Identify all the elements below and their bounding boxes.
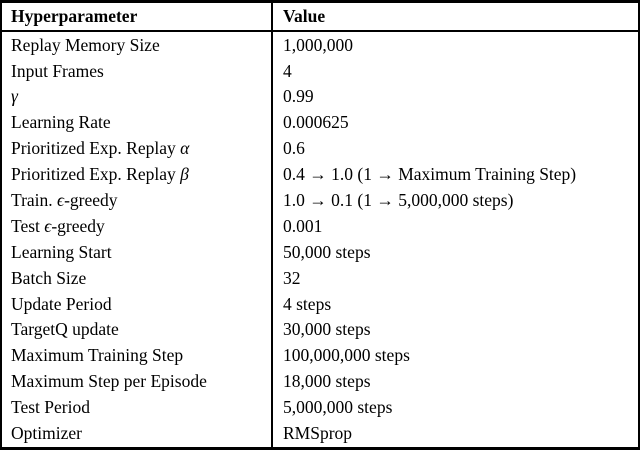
- param-label: Test Period: [11, 397, 90, 418]
- value-cell: 32: [283, 267, 301, 288]
- value-cell: 30,000 steps: [283, 319, 371, 340]
- value-cell: 5,000,000 steps: [283, 397, 393, 418]
- param-label-suffix: -greedy: [51, 215, 105, 236]
- table-row: γ 0.99: [1, 84, 639, 110]
- greek-symbol: ϵ: [57, 190, 65, 211]
- hyperparameter-cell: Input Frames: [1, 58, 273, 85]
- hyperparameter-cell: Optimizer: [1, 420, 273, 449]
- param-label-suffix: -greedy: [64, 190, 118, 211]
- hyperparameter-cell: Train. ϵ-greedy: [1, 187, 273, 214]
- table-row: Prioritized Exp. Replay β 0.4 → 1.0 (1 →…: [1, 161, 639, 188]
- table-row: Train. ϵ-greedy 1.0 → 0.1 (1 → 5,000,000…: [1, 187, 639, 214]
- param-label: Batch Size: [11, 267, 87, 288]
- table-body: Replay Memory Size 1,000,000 Input Frame…: [1, 31, 639, 449]
- param-label: Optimizer: [11, 423, 82, 444]
- hyperparameter-cell: γ: [1, 84, 273, 110]
- table-row: Test ϵ-greedy 0.001: [1, 213, 639, 240]
- param-label: Train.: [11, 190, 58, 211]
- table-row: Learning Rate 0.000625: [1, 109, 639, 136]
- value-cell: 1,000,000: [283, 34, 353, 55]
- value-cell: 18,000 steps: [283, 371, 371, 392]
- value-cell: 100,000,000 steps: [283, 345, 410, 366]
- hyperparameter-cell: Test ϵ-greedy: [1, 213, 273, 240]
- param-label: Prioritized Exp. Replay: [11, 164, 181, 185]
- header-hyperparameter: Hyperparameter: [1, 1, 273, 32]
- hyperparameter-cell: Replay Memory Size: [1, 31, 273, 59]
- table-header: Hyperparameter Value: [1, 1, 639, 32]
- value-cell: 0.4 → 1.0 (1 → Maximum Training Step): [283, 164, 577, 185]
- value-cell: 1.0 → 0.1 (1 → 5,000,000 steps): [283, 190, 514, 211]
- hyperparameter-cell: Test Period: [1, 394, 273, 421]
- hyperparameter-cell: Update Period: [1, 291, 273, 318]
- hyperparameter-cell: Learning Rate: [1, 109, 273, 136]
- value-cell: 4 steps: [283, 293, 332, 314]
- hyperparameter-cell: Prioritized Exp. Replay β: [1, 161, 273, 188]
- value-cell: 4: [283, 60, 292, 81]
- table-row: Input Frames 4: [1, 58, 639, 85]
- param-label: Test: [11, 215, 45, 236]
- value-cell: RMSprop: [283, 423, 353, 444]
- table-row: Maximum Step per Episode 18,000 steps: [1, 368, 639, 395]
- param-label: Learning Start: [11, 241, 112, 262]
- greek-symbol: ϵ: [44, 215, 52, 236]
- param-label: TargetQ update: [11, 319, 119, 340]
- table-row: Optimizer RMSprop: [1, 420, 639, 449]
- table-row: Batch Size 32: [1, 265, 639, 292]
- value-cell: 0.6: [283, 138, 305, 159]
- value-cell: 0.99: [283, 86, 314, 107]
- value-cell: 0.000625: [283, 112, 349, 133]
- value-cell: 50,000 steps: [283, 241, 371, 262]
- param-label: Update Period: [11, 293, 112, 314]
- value-cell: 0.001: [283, 215, 323, 236]
- greek-symbol: γ: [11, 86, 18, 107]
- table-row: Replay Memory Size 1,000,000: [1, 31, 639, 59]
- param-label: Replay Memory Size: [11, 34, 160, 55]
- param-label: Prioritized Exp. Replay: [11, 138, 181, 159]
- param-label: Input Frames: [11, 60, 104, 81]
- hyperparameter-cell: Prioritized Exp. Replay α: [1, 135, 273, 162]
- table-row: Update Period 4 steps: [1, 291, 639, 318]
- table-row: TargetQ update 30,000 steps: [1, 317, 639, 343]
- table-row: Prioritized Exp. Replay α 0.6: [1, 135, 639, 162]
- hyperparameter-cell: Maximum Step per Episode: [1, 368, 273, 395]
- table-row: Learning Start 50,000 steps: [1, 239, 639, 266]
- table-row: Test Period 5,000,000 steps: [1, 394, 639, 421]
- param-label: Learning Rate: [11, 112, 111, 133]
- hyperparameter-cell: Maximum Training Step: [1, 342, 273, 369]
- header-value: Value: [272, 1, 639, 32]
- header-row: Hyperparameter Value: [1, 1, 639, 32]
- hyperparameter-cell: TargetQ update: [1, 317, 273, 343]
- table-row: Maximum Training Step 100,000,000 steps: [1, 342, 639, 369]
- hyperparameter-cell: Batch Size: [1, 265, 273, 292]
- param-label: Maximum Training Step: [11, 345, 184, 366]
- greek-symbol: α: [180, 138, 190, 159]
- param-label: Maximum Step per Episode: [11, 371, 207, 392]
- greek-symbol: β: [180, 164, 189, 185]
- hyperparameter-cell: Learning Start: [1, 239, 273, 266]
